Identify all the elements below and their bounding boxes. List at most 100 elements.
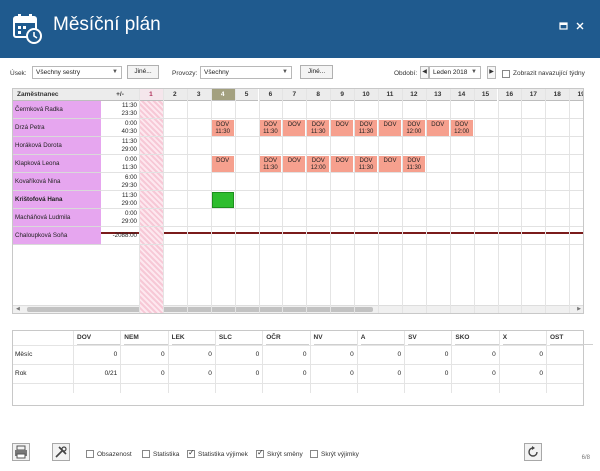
employee-name[interactable]: Čermková Radka [13,101,101,119]
day-column-header[interactable]: 1 [139,89,163,101]
scrollbar-thumb[interactable] [27,307,373,312]
day-column-header[interactable]: 15 [473,89,498,101]
shift-code: DOV [263,122,277,128]
close-icon[interactable] [574,20,586,32]
day-column-header[interactable]: 13 [425,89,450,101]
employee-name[interactable]: Kovaříková Nina [13,173,101,191]
day-column-header[interactable]: 6 [258,89,283,101]
employee-balance: 0:00 40:30 [101,119,139,137]
shift-code: DOV [431,122,445,128]
employee-name[interactable]: Horáková Dorota [13,137,101,155]
shift-time: 11:30 [263,165,278,171]
day-column-divider [425,89,427,313]
day-column-header[interactable]: 9 [330,89,355,101]
row-line [139,191,583,209]
vacation-shift-cell[interactable]: DOV [211,156,234,172]
day-column-header[interactable]: 18 [545,89,570,101]
day-column-header[interactable]: 3 [186,89,211,101]
employee-column-header: Zaměstnanec [13,89,101,101]
employee-name[interactable]: Macháňová Ludmila [13,209,101,227]
vacation-shift-cell[interactable]: DOV 12:00 [402,120,425,136]
shift-time: 12:00 [454,129,470,135]
day-column-header[interactable]: 7 [282,89,307,101]
horizontal-scrollbar[interactable]: ◀ ▶ [13,305,583,313]
checkbox-label: Statistika výjimek [198,451,248,458]
day-column-divider [521,89,523,313]
vacation-shift-cell[interactable]: DOV 11:30 [259,156,282,172]
restore-icon[interactable] [558,20,570,32]
chevron-left-icon: ◀ [422,69,427,75]
checkbox-statistika-výjimek[interactable] [187,448,195,458]
vacation-shift-cell[interactable]: DOV [379,156,401,172]
provozy-select[interactable]: Všechny ▼ [200,66,292,79]
shift-code: DOV [407,158,421,164]
zobrazit-checkbox[interactable] [502,70,510,78]
vacation-shift-cell[interactable]: DOV [331,120,354,136]
balance-bottom: 29:00 [121,199,137,207]
employee-name[interactable]: Chaloupková Soňa [13,227,101,245]
obdobi-select-value: Leden 2018 [433,69,468,76]
day-column-header[interactable]: 19 [569,89,583,101]
vacation-shift-cell[interactable]: DOV 11:30 [355,156,377,172]
prev-month-button[interactable]: ◀ [420,66,429,79]
vacation-shift-cell[interactable]: DOV [379,120,401,136]
day-column-divider [449,89,451,313]
provozy-other-button[interactable]: Jiné... [300,65,333,79]
day-column-header[interactable]: 12 [401,89,426,101]
stats-value: 0 [302,351,307,358]
employee-name[interactable]: Drzá Petra [13,119,101,137]
vacation-shift-cell[interactable]: DOV 11:30 [259,120,282,136]
vacation-shift-cell[interactable]: DOV 11:30 [402,156,425,172]
vacation-shift-cell[interactable]: DOV [283,156,306,172]
print-button[interactable] [12,443,30,461]
vacation-shift-cell[interactable]: DOV 11:30 [211,120,234,136]
vacation-shift-cell[interactable]: DOV [331,156,354,172]
vacation-shift-cell[interactable]: DOV [283,120,306,136]
stats-value: 0 [444,351,449,358]
chevron-down-icon: ▼ [282,69,288,75]
day-column-header[interactable]: 2 [162,89,187,101]
refresh-button[interactable] [524,443,542,461]
balance-bottom: 23:30 [121,109,137,117]
checkbox-obsazenost[interactable] [86,450,94,458]
day-column-header[interactable]: 4 [210,89,235,101]
day-column-divider [473,89,475,313]
balance-top: 0:00 [124,156,137,163]
stats-column-header: NEM [124,331,168,345]
employee-balance: 11:30 29:00 [101,191,139,209]
vacation-shift-cell[interactable]: DOV [426,120,449,136]
selected-cell[interactable] [211,192,234,208]
day-column-header[interactable]: 16 [497,89,522,101]
vacation-shift-cell[interactable]: DOV 12:00 [307,156,330,172]
stats-value: 0 [492,370,496,377]
day-column-header[interactable]: 17 [521,89,546,101]
stats-column-header: OST [550,331,594,345]
row-line [139,155,583,173]
checkbox-skrýt-výjimky[interactable] [310,450,318,458]
day-column-header[interactable]: 14 [449,89,474,101]
shift-time: 11:30 [310,129,326,135]
obdobi-select[interactable]: Leden 2018 ▼ [429,66,481,79]
row-line [139,101,583,119]
day-column-header[interactable]: 8 [306,89,331,101]
day-column-header[interactable]: 5 [234,89,259,101]
employee-name[interactable]: Klapková Leona [13,155,101,173]
next-month-button[interactable]: ▶ [487,66,496,79]
checkbox-statistika[interactable] [142,450,150,458]
vacation-shift-cell[interactable]: DOV 12:00 [450,120,473,136]
tools-button[interactable] [52,443,70,461]
vacation-shift-cell[interactable]: DOV 11:30 [355,120,377,136]
day-column-header[interactable]: 10 [354,89,378,101]
usek-other-button[interactable]: Jiné... [127,65,159,79]
employee-balance: 6:00 29:30 [101,173,139,191]
vacation-shift-cell[interactable]: DOV 11:30 [307,120,330,136]
employee-name[interactable]: Krištofová Hana [13,191,101,209]
usek-select[interactable]: Všechny sestry ▼ [32,66,122,79]
bottom-toolbar: 6/8 Obsazenost Statistika Statistika výjim… [0,438,600,471]
shift-time: 11:30 [215,129,230,135]
balance-top: 0:00 [124,210,137,217]
checkbox-skrýt-směny[interactable] [256,448,264,458]
stats-column-header: SKO [455,331,499,345]
shift-time: 12:00 [310,165,326,171]
day-column-header[interactable]: 11 [378,89,402,101]
